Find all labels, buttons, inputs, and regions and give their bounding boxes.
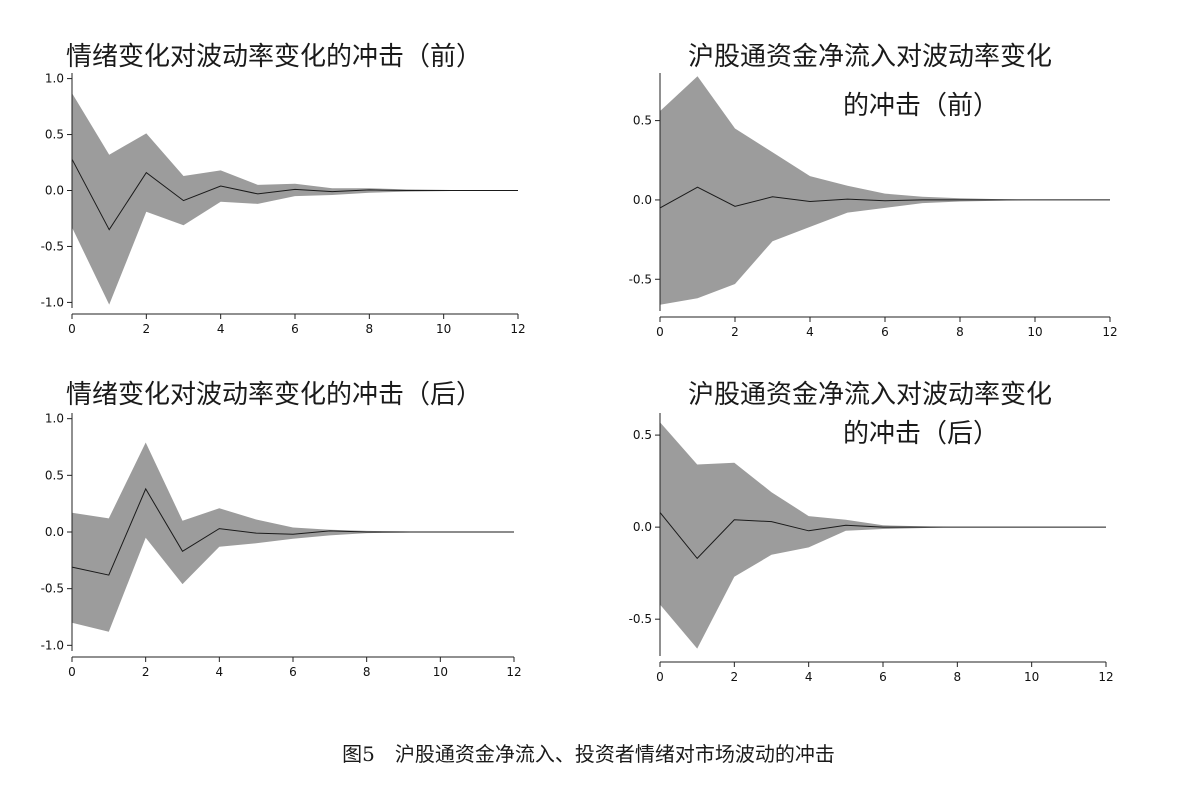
x-tick-label: 4 <box>806 325 814 339</box>
chart-1-title: 情绪变化对波动率变化的冲击（前） <box>66 36 482 73</box>
x-tick-label: 4 <box>805 670 813 684</box>
y-tick-label: 0.0 <box>633 193 652 207</box>
chart-2-title-line-1: 沪股通资金净流入对波动率变化 <box>688 42 1053 72</box>
confidence-band <box>72 93 518 305</box>
y-tick-label: -1.0 <box>41 638 64 652</box>
chart-2: 0.5 0.0 -0.5 0 2 4 6 8 10 12 <box>629 73 1118 339</box>
x-tick-label: 0 <box>68 665 76 679</box>
y-tick-label: 0.5 <box>45 468 64 482</box>
impulse-response-line <box>71 158 518 231</box>
x-tick-label: 2 <box>731 670 739 684</box>
x-tick-label: 10 <box>1027 325 1042 339</box>
x-tick-label: 10 <box>433 665 448 679</box>
chart-4-title-line-1: 沪股通资金净流入对波动率变化 <box>688 380 1053 410</box>
x-tick-label: 2 <box>731 325 739 339</box>
y-tick-label: 0.5 <box>45 128 64 142</box>
x-tick-label: 10 <box>1024 670 1039 684</box>
chart-2-title-line-2: 的冲击（前） <box>843 91 1000 121</box>
x-tick-label: 8 <box>366 322 374 336</box>
y-tick-label: -0.5 <box>41 239 64 253</box>
y-tick-label: -1.0 <box>41 295 64 309</box>
x-tick-label: 4 <box>216 665 224 679</box>
impulse-response-line <box>659 186 1110 209</box>
y-tick-label: 1.0 <box>45 412 64 426</box>
x-tick-label: 12 <box>506 665 521 679</box>
impulse-response-line <box>71 487 514 576</box>
chart-4-title-line-2: 的冲击（后） <box>843 419 1000 449</box>
x-tick-label: 0 <box>68 322 76 336</box>
y-tick-label: -0.5 <box>629 272 652 286</box>
confidence-band <box>72 442 514 632</box>
x-tick-label: 6 <box>879 670 887 684</box>
x-tick-label: 6 <box>289 665 297 679</box>
confidence-band <box>660 76 1110 305</box>
x-tick-label: 4 <box>217 322 225 336</box>
chart-3: 1.0 0.5 0.0 -0.5 -1.0 0 2 4 6 8 10 12 <box>41 412 522 679</box>
y-tick-label: -0.5 <box>629 612 652 626</box>
x-tick-label: 2 <box>143 322 151 336</box>
chart-4: 0.5 0.0 -0.5 0 2 4 6 8 10 12 <box>629 413 1114 684</box>
x-tick-label: 8 <box>363 665 371 679</box>
x-tick-label: 8 <box>956 325 964 339</box>
x-tick-label: 8 <box>954 670 962 684</box>
y-tick-label: -0.5 <box>41 582 64 596</box>
y-tick-label: 0.5 <box>633 114 652 128</box>
chart-1: 1.0 0.5 0.0 -0.5 -1.0 0 2 4 6 8 10 12 <box>41 72 526 336</box>
y-tick-label: 0.0 <box>633 520 652 534</box>
y-tick-label: 0.5 <box>633 428 652 442</box>
x-tick-label: 0 <box>656 325 664 339</box>
y-tick-label: 1.0 <box>45 72 64 86</box>
confidence-band <box>660 422 1106 649</box>
x-tick-label: 12 <box>510 322 525 336</box>
x-tick-label: 2 <box>142 665 150 679</box>
x-tick-label: 6 <box>881 325 889 339</box>
chart-1-title-line-1: 情绪变化对波动率变化的冲击（前） <box>66 42 483 72</box>
impulse-response-line <box>659 512 1106 560</box>
chart-4-title: 沪股通资金净流入对波动率变化 的冲击（后） <box>688 374 1052 450</box>
chart-3-title: 情绪变化对波动率变化的冲击（后） <box>66 374 482 411</box>
y-tick-label: 0.0 <box>45 184 64 198</box>
x-tick-label: 0 <box>656 670 664 684</box>
x-tick-label: 12 <box>1102 325 1117 339</box>
chart-2-title: 沪股通资金净流入对波动率变化 的冲击（前） <box>688 36 1052 122</box>
x-tick-label: 6 <box>291 322 299 336</box>
y-tick-label: 0.0 <box>45 525 64 539</box>
x-tick-label: 10 <box>436 322 451 336</box>
figure-caption: 图5 沪股通资金净流入、投资者情绪对市场波动的冲击 <box>342 742 835 766</box>
x-tick-label: 12 <box>1098 670 1113 684</box>
chart-3-title-line-1: 情绪变化对波动率变化的冲击（后） <box>66 380 483 410</box>
